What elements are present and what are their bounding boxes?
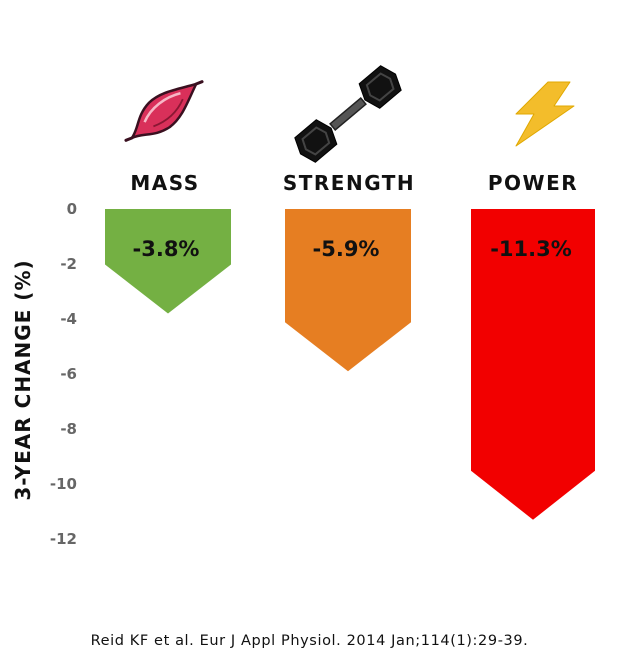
value-label: -3.8% — [133, 237, 200, 261]
lightning-bolt-icon — [515, 81, 575, 147]
bar-power — [471, 209, 595, 520]
muscle-icon — [124, 80, 204, 142]
y-tick-label: -2 — [60, 255, 77, 273]
bars — [105, 209, 595, 520]
bar-strength — [285, 209, 411, 372]
y-tick-label: -10 — [50, 475, 77, 493]
y-tick-label: -8 — [60, 420, 77, 438]
category-label: POWER — [488, 171, 578, 195]
chart: 3-YEAR CHANGE (%) 0 -2 -4 -6 -8 -10 -12 MASS ST… — [11, 65, 595, 548]
category-label: STRENGTH — [283, 171, 415, 195]
value-label: -11.3% — [490, 237, 572, 261]
bar-mass — [105, 209, 231, 314]
category-label: MASS — [130, 171, 199, 195]
value-labels: -3.8% -5.9% -11.3% — [133, 237, 572, 261]
y-tick-label: 0 — [67, 200, 77, 218]
y-tick-label: -4 — [60, 310, 77, 328]
value-label: -5.9% — [313, 237, 380, 261]
y-tick-label: -6 — [60, 365, 77, 383]
y-axis-title: 3-YEAR CHANGE (%) — [11, 259, 35, 500]
dumbbell-icon — [294, 65, 402, 163]
category-icons — [124, 65, 575, 163]
y-tick-label: -12 — [50, 530, 77, 548]
category-labels: MASS STRENGTH POWER — [130, 171, 578, 195]
citation: Reid KF et al. Eur J Appl Physiol. 2014 … — [90, 633, 529, 649]
y-axis-ticks: 0 -2 -4 -6 -8 -10 -12 — [50, 200, 77, 548]
